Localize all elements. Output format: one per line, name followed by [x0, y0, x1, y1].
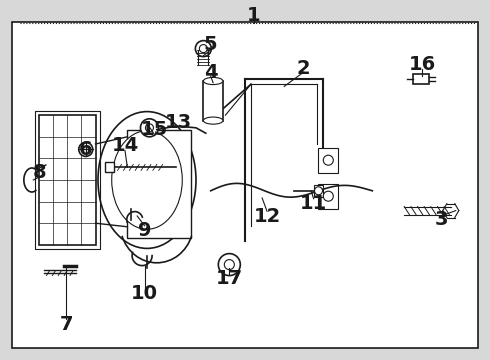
Circle shape — [323, 155, 333, 165]
Bar — [105, 162, 114, 172]
Ellipse shape — [203, 77, 223, 85]
Text: 10: 10 — [131, 284, 158, 303]
Text: 14: 14 — [111, 136, 139, 155]
Text: 16: 16 — [409, 55, 436, 74]
Text: 8: 8 — [32, 163, 46, 182]
Circle shape — [141, 119, 158, 137]
Ellipse shape — [98, 112, 196, 248]
Bar — [127, 130, 191, 238]
Text: 13: 13 — [165, 113, 193, 132]
Circle shape — [79, 143, 93, 156]
Text: 9: 9 — [138, 221, 151, 240]
Circle shape — [199, 45, 207, 53]
Bar — [318, 184, 338, 209]
Bar — [414, 74, 429, 84]
Circle shape — [224, 260, 234, 270]
Text: 15: 15 — [141, 120, 168, 139]
Bar — [318, 148, 338, 173]
Bar — [35, 111, 99, 249]
Text: 11: 11 — [300, 194, 327, 213]
Text: 1: 1 — [247, 6, 261, 24]
Ellipse shape — [112, 131, 182, 229]
Circle shape — [219, 253, 240, 276]
Circle shape — [315, 187, 322, 195]
Text: 12: 12 — [253, 207, 281, 225]
Circle shape — [146, 124, 153, 132]
Bar — [314, 185, 323, 197]
Circle shape — [196, 41, 211, 57]
Bar — [203, 81, 223, 121]
Text: 17: 17 — [216, 270, 243, 288]
Bar — [39, 115, 96, 245]
Ellipse shape — [203, 117, 223, 124]
Text: 7: 7 — [59, 315, 73, 333]
Text: 6: 6 — [79, 140, 93, 159]
Circle shape — [323, 191, 333, 201]
Text: 2: 2 — [297, 59, 311, 78]
Text: 4: 4 — [204, 63, 218, 81]
Text: 5: 5 — [204, 36, 218, 54]
Text: 3: 3 — [434, 210, 448, 229]
